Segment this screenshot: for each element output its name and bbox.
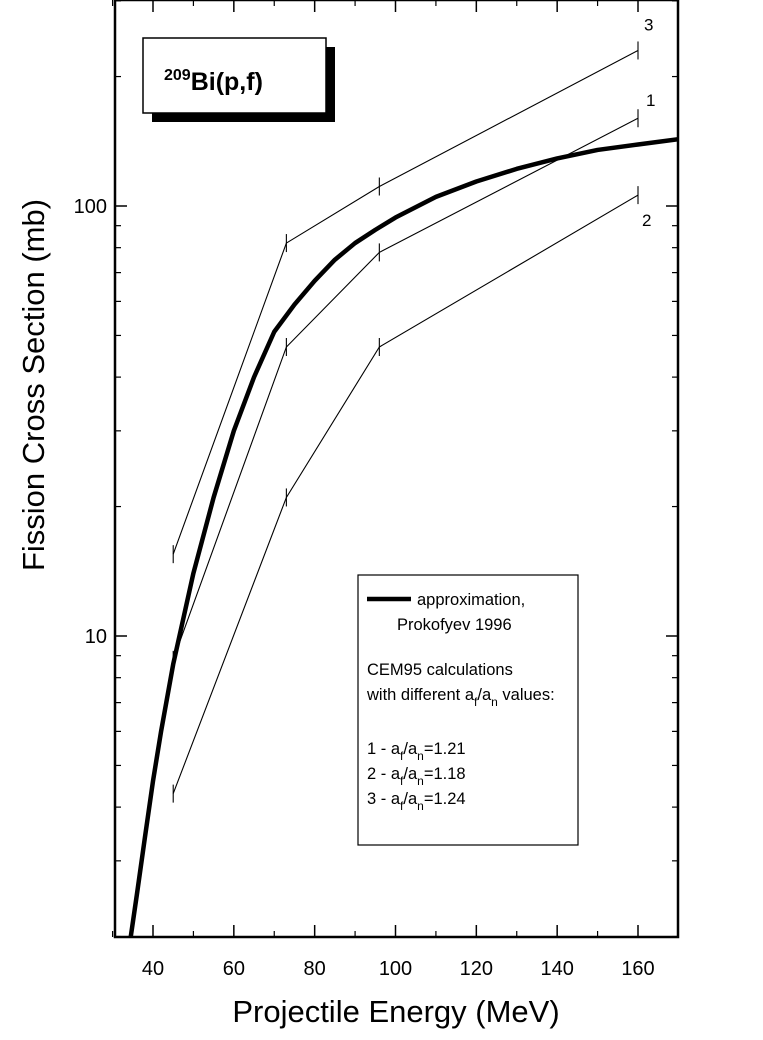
x-tick-label: 60: [223, 958, 245, 980]
x-tick-label: 100: [379, 958, 412, 980]
legend-entry-slash-a: /a: [403, 740, 418, 758]
legend-entry: 3 - af/an=1.24: [367, 790, 466, 813]
legend-entry-sub-n: n: [417, 774, 424, 788]
series-lines: [172, 49, 639, 794]
title-mass-number: 209: [164, 67, 191, 84]
error-bars: [172, 41, 639, 803]
legend: approximation, Prokofyev 1996 CEM95 calc…: [357, 574, 579, 846]
y-tick-label: 10: [85, 626, 107, 648]
legend-cem-line2-suffix: values:: [498, 686, 555, 704]
x-tick-labels: 40 60 80 100 120 140 160: [142, 958, 655, 980]
x-tick-label: 40: [142, 958, 164, 980]
legend-cem-line2-prefix: with different a: [366, 686, 475, 704]
chart-title: 209Bi(p,f): [164, 67, 263, 96]
title-box-frame: [142, 37, 327, 114]
legend-entry-prefix: 1 - a: [367, 740, 401, 758]
legend-cem-line2-sub-f: f: [474, 695, 478, 709]
legend-entry-value: =1.21: [424, 740, 466, 758]
series-end-labels: 1 2 3: [642, 15, 655, 230]
legend-cem-line2-slash-a: /a: [477, 686, 492, 704]
legend-entry-sub-f: f: [400, 799, 404, 813]
series-3-line: [172, 49, 639, 555]
legend-frame: [357, 574, 579, 846]
legend-cem-line2-sub-n: n: [491, 695, 498, 709]
legend-entry-slash-a: /a: [403, 765, 418, 783]
x-tick-label: 80: [304, 958, 326, 980]
y-tick-labels: 10 100: [74, 196, 107, 648]
x-tick-label: 140: [540, 958, 573, 980]
legend-approximation-line2: Prokofyev 1996: [397, 616, 512, 634]
legend-cem-line1: CEM95 calculations: [367, 661, 513, 679]
legend-entry: 2 - af/an=1.18: [367, 765, 466, 788]
minor-ticks: [111, 0, 680, 938]
legend-approximation-line1: approximation,: [417, 591, 525, 609]
series-1-label: 1: [646, 91, 655, 110]
legend-entry: 1 - af/an=1.21: [367, 740, 466, 763]
series-3-label: 3: [644, 15, 653, 34]
legend-entry-value: =1.24: [424, 790, 466, 808]
legend-entry-slash-a: /a: [403, 790, 418, 808]
y-axis-title: Fission Cross Section (mb): [16, 199, 51, 571]
legend-entry-sub-f: f: [400, 749, 404, 763]
y-tick-label: 100: [74, 196, 107, 218]
title-box: 209Bi(p,f): [142, 37, 335, 122]
major-ticks: [115, 0, 678, 937]
x-tick-label: 120: [460, 958, 493, 980]
legend-entry-prefix: 2 - a: [367, 765, 401, 783]
legend-entry-sub-n: n: [417, 749, 424, 763]
legend-entry-value: =1.18: [424, 765, 466, 783]
x-tick-label: 160: [621, 958, 654, 980]
series-2-line: [172, 194, 639, 794]
x-axis-title: Projectile Energy (MeV): [232, 994, 559, 1029]
series-1-line: [172, 117, 639, 661]
legend-entry-sub-f: f: [400, 774, 404, 788]
legend-entry-prefix: 3 - a: [367, 790, 401, 808]
legend-cem-line2: with different af/an values:: [366, 686, 555, 709]
legend-entries: 1 - af/an=1.212 - af/an=1.183 - af/an=1.…: [367, 740, 466, 813]
title-reaction: Bi(p,f): [191, 68, 263, 96]
approximation-line: [128, 136, 678, 937]
approximation-curve: [128, 136, 678, 937]
legend-entry-sub-n: n: [417, 799, 424, 813]
series-2-label: 2: [642, 211, 651, 230]
